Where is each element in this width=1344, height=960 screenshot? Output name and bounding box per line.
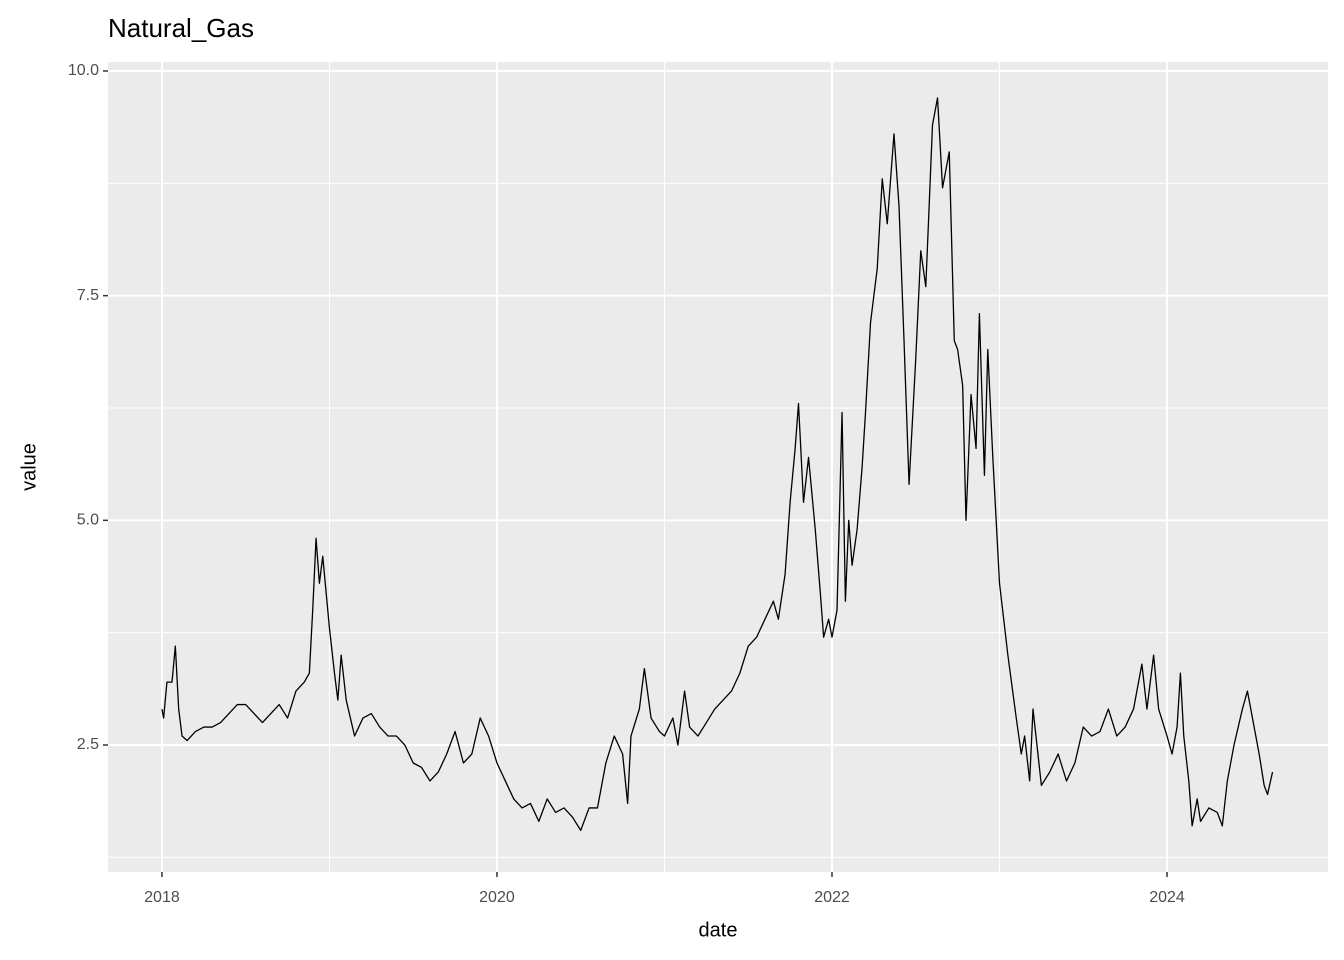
y-tick-label: 5.0: [77, 512, 99, 529]
y-tick-label: 2.5: [77, 736, 99, 753]
plot-panel: [108, 62, 1328, 872]
y-tick-label: 10.0: [68, 62, 99, 79]
x-axis-title: date: [699, 919, 738, 941]
x-tick-label: 2022: [814, 889, 850, 906]
x-tick-label: 2018: [144, 889, 180, 906]
y-axis-title: value: [18, 443, 40, 491]
x-tick-label: 2024: [1149, 889, 1185, 906]
x-tick-label: 2020: [479, 889, 515, 906]
chart-title: Natural_Gas: [108, 13, 254, 43]
y-tick-label: 7.5: [77, 287, 99, 304]
series-line: [161, 97, 1274, 832]
